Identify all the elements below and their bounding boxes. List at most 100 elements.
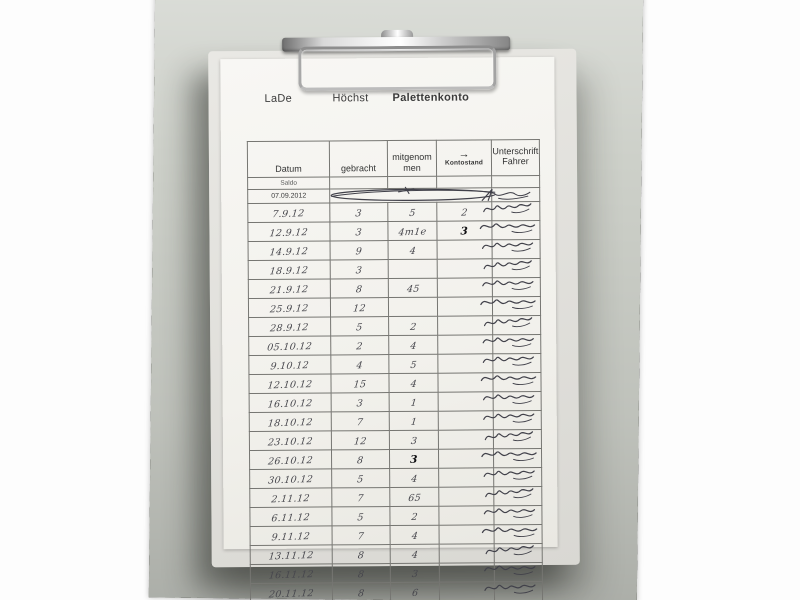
column-header-datum: Datum	[247, 140, 330, 178]
signature-scribble	[483, 317, 533, 328]
handwritten-mitgenommen: 3	[411, 568, 419, 580]
handwritten-mitgenommen: 3	[410, 435, 418, 447]
handwritten-datum: 7.9.12	[272, 208, 306, 221]
handwritten-datum: 21.9.12	[269, 284, 310, 297]
signature-scribble	[481, 242, 534, 252]
table-row: 16.11.12 8 3	[250, 562, 543, 584]
handwritten-gebracht: 2	[355, 341, 364, 353]
table-row: 20.11.12 8 6	[250, 581, 543, 600]
signature-scribble	[484, 584, 536, 594]
handwritten-datum: 30.10.12	[267, 473, 314, 487]
saldo-label: Saldo	[280, 179, 297, 187]
handwritten-datum: 2.11.12	[270, 493, 311, 506]
column-header-gebracht: gebracht	[329, 140, 388, 177]
table-row: 16.10.12 3 1	[249, 391, 542, 413]
pallet-table-head: Datum gebracht mitgenom men → Kontostand Unte…	[247, 139, 540, 178]
table-row: 25.9.12 12	[248, 296, 541, 318]
table-header-row: Datum gebracht mitgenom men → Kontostand Unte…	[247, 139, 540, 178]
signature-scribble	[483, 413, 535, 423]
table-row: 26.10.12 8 3	[249, 448, 542, 470]
handwritten-mitgenommen: 65	[407, 492, 422, 505]
handwritten-gebracht: 8	[357, 569, 366, 581]
handwritten-datum: 16.11.12	[268, 568, 315, 582]
handwritten-datum: 23.10.12	[267, 435, 314, 449]
signature-scribble	[482, 280, 534, 290]
handwritten-mitgenommen: 5	[408, 207, 417, 219]
handwritten-kontostand: 2	[460, 207, 469, 219]
handwritten-mitgenommen: 4	[410, 549, 419, 561]
handwritten-mitgenommen: 1	[410, 416, 418, 428]
handwritten-gebracht: 8	[355, 284, 364, 296]
handwritten-mitgenommen: 2	[409, 321, 417, 333]
handwritten-gebracht: 9	[355, 246, 363, 258]
handwritten-gebracht: 3	[355, 265, 364, 277]
handwritten-datum: 14.9.12	[269, 246, 309, 259]
handwritten-gebracht: 7	[357, 493, 365, 505]
handwritten-gebracht: 3	[355, 208, 363, 220]
signature-scribble	[480, 299, 536, 310]
handwritten-gebracht: 8	[356, 455, 365, 467]
signature-scribble	[482, 394, 535, 404]
handwritten-datum: 9.11.12	[271, 531, 311, 544]
handwritten-gebracht: 7	[356, 417, 365, 429]
column-header-kontostand: → Kontostand	[436, 139, 492, 177]
handwritten-datum: 28.9.12	[269, 322, 310, 335]
table-row: 9.10.12 4 5	[248, 353, 541, 375]
handwritten-datum: 12.9.12	[269, 227, 309, 240]
table-row: 14.9.12 9 4	[248, 239, 541, 261]
handwritten-gebracht: 7	[357, 531, 365, 543]
signature-scribble	[483, 508, 536, 518]
handwritten-gebracht: 5	[356, 474, 365, 486]
signature-scribble	[480, 375, 537, 386]
table-row: 2.11.12 7 65	[249, 486, 542, 508]
crossed-out-scribble	[330, 186, 496, 201]
handwritten-datum: 9.10.12	[270, 360, 310, 373]
table-row: 12.10.12 15 4	[248, 372, 542, 394]
handwritten-mitgenommen: 4	[410, 473, 418, 485]
handwritten-gebracht: 12	[353, 436, 368, 448]
signature-scribble	[484, 431, 534, 442]
handwritten-datum: 26.10.12	[267, 454, 314, 468]
signature-scribble	[482, 337, 534, 347]
handwritten-datum: 16.10.12	[267, 397, 314, 411]
signature-scribble	[483, 470, 535, 480]
handwritten-kontostand: 3	[460, 225, 469, 238]
clipboard-clip	[282, 29, 511, 97]
table-row: 23.10.12 12 3	[249, 429, 542, 451]
handwritten-mitgenommen: 2	[410, 511, 419, 523]
pallet-table-body: Saldo 07.09.2012 7.9.12 3 5 2 12.9.12 3 4m1e 3 14.…	[247, 175, 544, 600]
handwritten-gebracht: 5	[355, 322, 364, 334]
handwritten-datum: 20.11.12	[268, 587, 315, 600]
table-row: 18.10.12 7 1	[249, 410, 542, 432]
table-row: 9.11.12 7 4	[250, 524, 543, 546]
column-header-unterschrift: Unterschrift Fahrer	[491, 139, 540, 176]
handwritten-gebracht: 8	[357, 588, 366, 600]
table-row: 05.10.12 2 4	[248, 334, 541, 356]
paper-sheet: LaDe Höchst Palettenkonto Datum gebracht m…	[220, 56, 558, 600]
pallet-table: Datum gebracht mitgenom men → Kontostand Unte…	[247, 139, 544, 600]
clip-wire-loop	[298, 45, 497, 91]
table-row: 6.11.12 5 2	[249, 505, 543, 527]
table-row: 13.11.12 8 4	[250, 543, 543, 565]
handwritten-datum: 13.11.12	[268, 549, 315, 563]
handwritten-gebracht: 8	[357, 550, 366, 562]
handwritten-mitgenommen: 4	[409, 378, 418, 390]
signature-scribble	[481, 527, 538, 538]
opening-date: 07.09.2012	[271, 192, 307, 200]
column-header-mitgenommen: mitgenom men	[387, 140, 437, 177]
arrow-icon: →	[458, 148, 470, 161]
handwritten-mitgenommen: 6	[411, 587, 419, 599]
handwritten-datum: 18.9.12	[269, 265, 310, 278]
handwritten-mitgenommen: 4	[409, 340, 418, 352]
handwritten-datum: 05.10.12	[266, 340, 313, 354]
handwritten-gebracht: 3	[356, 398, 364, 410]
table-row: 30.10.12 5 4	[249, 467, 542, 489]
signature-scribble	[485, 488, 534, 499]
table-row: 7.9.12 3 5 2	[247, 201, 540, 223]
check-mark-scribble	[481, 188, 531, 201]
handwritten-mitgenommen: 4	[410, 530, 419, 542]
handwritten-mitgenommen: 45	[405, 283, 420, 296]
signature-scribble	[482, 356, 534, 366]
handwritten-datum: 25.9.12	[269, 303, 310, 316]
